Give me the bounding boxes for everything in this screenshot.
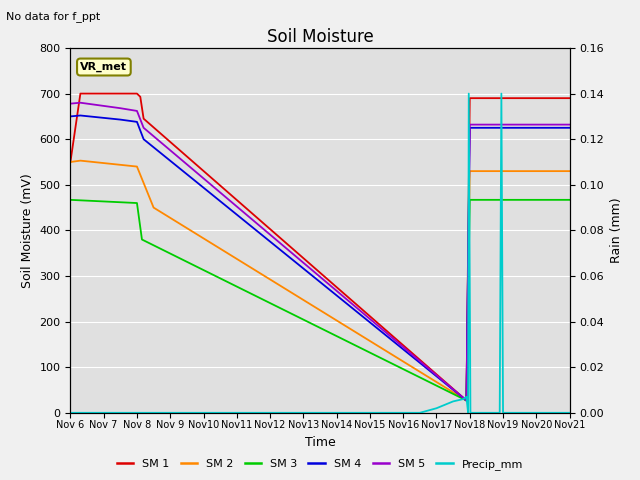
Text: No data for f_ppt: No data for f_ppt bbox=[6, 11, 100, 22]
Text: VR_met: VR_met bbox=[81, 62, 127, 72]
Title: Soil Moisture: Soil Moisture bbox=[267, 28, 373, 47]
X-axis label: Time: Time bbox=[305, 436, 335, 449]
Legend: SM 1, SM 2, SM 3, SM 4, SM 5, Precip_mm: SM 1, SM 2, SM 3, SM 4, SM 5, Precip_mm bbox=[112, 455, 528, 474]
Y-axis label: Soil Moisture (mV): Soil Moisture (mV) bbox=[21, 173, 34, 288]
Y-axis label: Rain (mm): Rain (mm) bbox=[610, 198, 623, 263]
